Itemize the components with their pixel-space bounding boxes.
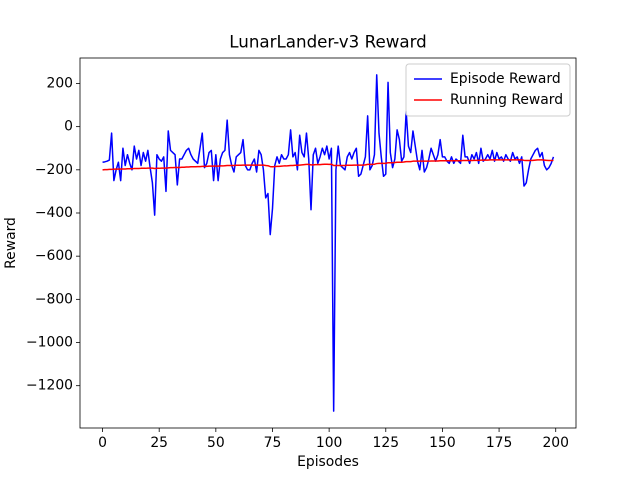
y-tick-label: −800 bbox=[35, 291, 73, 307]
x-tick-label: 0 bbox=[98, 435, 107, 451]
y-tick-label: 200 bbox=[46, 75, 73, 91]
series-line bbox=[102, 159, 554, 171]
y-tick-label: −200 bbox=[35, 162, 73, 178]
series-line bbox=[102, 74, 555, 412]
x-tick-label: 50 bbox=[207, 435, 225, 451]
x-tick-label: 200 bbox=[542, 435, 569, 451]
x-tick-label: 175 bbox=[486, 435, 513, 451]
x-tick-label: 125 bbox=[373, 435, 400, 451]
y-tick-label: 0 bbox=[64, 119, 73, 135]
y-tick-label: −1000 bbox=[26, 335, 73, 351]
y-tick-label: −1200 bbox=[26, 378, 73, 394]
legend-box bbox=[405, 63, 571, 117]
x-tick-label: 75 bbox=[264, 435, 282, 451]
chart-title: LunarLander-v3 Reward bbox=[229, 32, 427, 52]
y-tick-label: −600 bbox=[35, 248, 73, 264]
x-axis-label: Episodes bbox=[297, 454, 359, 470]
legend-label: Episode Reward bbox=[450, 71, 561, 87]
plot-frame bbox=[79, 57, 577, 429]
legend-label: Running Reward bbox=[450, 92, 563, 108]
y-axis-label: Reward bbox=[3, 217, 19, 269]
x-tick-label: 100 bbox=[316, 435, 343, 451]
x-tick-label: 25 bbox=[150, 435, 168, 451]
y-tick-label: −400 bbox=[35, 205, 73, 221]
x-tick-label: 150 bbox=[429, 435, 456, 451]
